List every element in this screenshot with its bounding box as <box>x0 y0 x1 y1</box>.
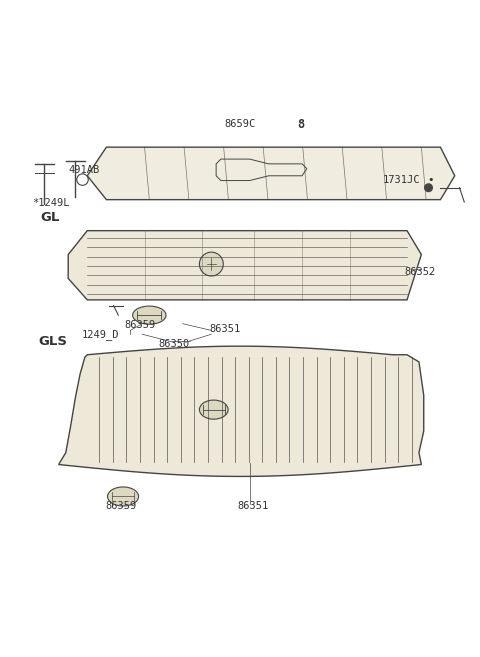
Polygon shape <box>87 147 455 200</box>
Text: *1249L: *1249L <box>33 198 70 208</box>
Text: 86351: 86351 <box>238 501 269 511</box>
Ellipse shape <box>108 487 139 506</box>
Polygon shape <box>68 231 421 300</box>
Text: 86359: 86359 <box>106 501 137 511</box>
Circle shape <box>425 184 432 192</box>
Text: 8: 8 <box>298 118 305 131</box>
Circle shape <box>199 252 223 276</box>
Text: 491AB: 491AB <box>68 165 99 175</box>
Text: 8659C: 8659C <box>224 119 256 129</box>
Text: 86359: 86359 <box>124 320 156 330</box>
Ellipse shape <box>199 400 228 419</box>
Text: 86352: 86352 <box>405 267 436 277</box>
Polygon shape <box>59 346 424 476</box>
Text: GLS: GLS <box>38 335 68 348</box>
Ellipse shape <box>132 306 166 324</box>
Text: •: • <box>428 175 434 185</box>
Text: 86351: 86351 <box>209 323 240 334</box>
Text: -: - <box>429 269 433 279</box>
Text: GL: GL <box>40 212 60 224</box>
Text: 1249_D: 1249_D <box>82 328 119 340</box>
Text: 1731JC: 1731JC <box>383 175 420 185</box>
Text: 86350: 86350 <box>159 339 190 349</box>
